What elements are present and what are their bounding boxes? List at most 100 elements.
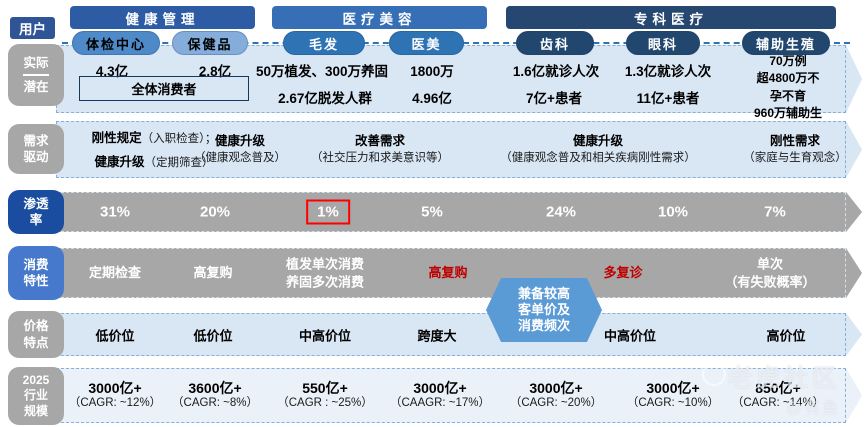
band-penetration-dashed-border (56, 192, 846, 232)
penetration-hair: 1% (306, 199, 350, 225)
potential-medical-beauty: 4.96亿 (412, 91, 452, 106)
demand-d2-normal: （健康观念普及） (194, 152, 286, 165)
demand-reproduction: 刚性需求 （家庭与生育观念） (743, 132, 847, 168)
scale-medical-beauty: 3000亿+ （CAAGR: ~17%） (390, 380, 490, 412)
consumption-health-products: 高复购 (193, 265, 233, 281)
scale-health-products: 3600亿+ （CAGR: ~8%） (172, 380, 258, 412)
demand-d2-bold: 健康升级 (214, 133, 265, 148)
scale-reproduction: 850亿+ （CAGR: ~14%） (732, 380, 824, 412)
band-scale-background (56, 368, 862, 423)
demand-d3-bold: 改善需求 (354, 133, 405, 148)
penetration-reproduction: 7% (764, 203, 786, 221)
penetration-exam-center: 31% (99, 203, 131, 221)
pill-medical-beauty: 医美 (389, 31, 464, 55)
scale-7-value: 850亿+ (755, 379, 801, 396)
price-ophthalmology: 中高价位 (603, 328, 657, 343)
demand-d3-normal: （社交压力和求美意识等） (311, 152, 449, 165)
price-medical-beauty: 跨度大 (417, 328, 457, 343)
header-health-management: 健康管理 (70, 6, 255, 29)
label-actual: 实际 (23, 55, 49, 70)
row-label-demand-drivers: 需求 驱动 (8, 124, 64, 174)
scale-3-value: 550亿+ (302, 379, 348, 396)
scale-6-value: 3000亿+ (646, 379, 700, 396)
actual-exam-center: 4.3亿 (95, 64, 129, 79)
band-demand-drivers: 刚性规定（入职检查）； 健康升级（定期筛查） 健康升级 （健康观念普及） 改善需… (56, 121, 862, 178)
scale-exam-center: 3000亿+ （CAGR: ~12%） (69, 380, 161, 412)
band-demand-background (56, 121, 862, 178)
potential-hair: 2.67亿脱发人群 (278, 91, 372, 106)
actual-health-products: 2.8亿 (198, 64, 232, 79)
scale-ophthalmology: 3000亿+ （CAGR: ~10%） (627, 380, 719, 412)
header-medical-aesthetics: 医疗美容 (272, 6, 487, 29)
demand-d1-normal1: （入职检查）； (141, 132, 217, 145)
consumption-hair: 植发单次消费 养固多次消费 (285, 256, 365, 289)
pill-hair: 毛发 (283, 31, 365, 55)
scale-7-cagr: （CAGR: ~14%） (731, 397, 825, 410)
price-reproduction: 高价位 (766, 328, 806, 343)
row-label-consumption-traits: 消费 特性 (8, 246, 64, 300)
demand-exam-center: 刚性规定（入职检查）； 健康升级（定期筛查） (64, 126, 244, 174)
label-potential: 潜在 (23, 80, 49, 94)
penetration-highlight-box: 1% (306, 199, 350, 225)
scale-4-value: 3000亿+ (413, 379, 467, 396)
pill-assisted-reproduction: 辅助生殖 (742, 31, 830, 55)
price-exam-center: 低价位 (95, 328, 135, 343)
actual-hair: 50万植发、300万养固 (255, 64, 389, 79)
scale-dental: 3000亿+ （CAGR: ~20%） (510, 380, 602, 412)
pill-ophthalmology: 眼科 (626, 31, 700, 55)
pill-exam-center: 体检中心 (72, 31, 160, 55)
actual-medical-beauty: 1800万 (410, 64, 454, 79)
row-label-actual-potential: 实际 潜在 (8, 44, 64, 106)
demand-d1-normal2: （定期筛查） (144, 156, 214, 169)
consumption-reproduction: 单次 （有失败概率） (724, 256, 816, 289)
all-consumers-box: 全体消费者 (79, 76, 249, 101)
pill-health-products: 保健品 (172, 31, 248, 55)
scale-5-value: 3000亿+ (529, 379, 583, 396)
row-label-penetration-rate: 渗透 率 (8, 190, 64, 234)
actual-dental: 1.6亿就诊人次 (512, 64, 600, 79)
pill-dental: 齿科 (516, 31, 594, 55)
consumption-medical-beauty: 高复购 (428, 265, 468, 281)
scale-2-value: 3600亿+ (188, 379, 242, 396)
demand-aesthetics: 改善需求 （社交压力和求美意识等） (311, 132, 449, 168)
band-industry-scale: 3000亿+ （CAGR: ~12%） 3600亿+ （CAGR: ~8%） 5… (56, 368, 862, 423)
band-consumption: 定期检查 高复购 植发单次消费 养固多次消费 高复购 多复诊 单次 （有失败概率… (56, 248, 862, 298)
demand-d4-bold: 健康升级 (572, 133, 623, 148)
band-users-background (56, 45, 862, 113)
price-hair: 中高价位 (298, 328, 352, 343)
actual-ophthalmology: 1.3亿就诊人次 (624, 64, 712, 79)
potential-dental: 7亿+患者 (526, 91, 582, 106)
header-specialty-medical: 专科医疗 (506, 6, 836, 29)
row-label-price-traits: 价格 特点 (8, 311, 64, 358)
scale-hair: 550亿+ （CAGR : ~25%） (277, 380, 373, 412)
scale-1-value: 3000亿+ (88, 379, 142, 396)
penetration-health-products: 20% (199, 203, 231, 221)
band-price: 低价位 低价位 中高价位 跨度大 中高价位 高价位 (56, 313, 862, 356)
demand-d1-bold2: 健康升级 (94, 154, 145, 169)
penetration-dental: 24% (545, 203, 577, 221)
band-penetration: 31% 20% 1% 5% 24% 10% 7% (56, 192, 862, 232)
consumption-exam-center: 定期检查 (88, 265, 142, 281)
band-consumption-background (56, 248, 862, 298)
scale-4-cagr: （CAAGR: ~17%） (389, 397, 491, 410)
consumption-ophthalmology: 多复诊 (603, 265, 643, 281)
label-divider-line (23, 74, 49, 76)
demand-health-products: 健康升级 （健康观念普及） (194, 132, 286, 168)
scale-5-cagr: （CAGR: ~20%） (509, 397, 603, 410)
demand-dental-eye: 健康升级 （健康观念普及和相关疾病刚性需求） (500, 132, 696, 168)
demand-d5-bold: 刚性需求 (769, 133, 820, 148)
scale-1-cagr: （CAGR: ~12%） (68, 397, 162, 410)
scale-6-cagr: （CAGR: ~10%） (626, 397, 720, 410)
row-label-2025-industry-scale: 2025 行业 规模 (8, 367, 64, 425)
band-penetration-background (56, 192, 862, 232)
scale-2-cagr: （CAGR: ~8%） (172, 397, 258, 410)
band-users: 4.3亿 2.8亿 50万植发、300万养固 1800万 1.6亿就诊人次 1.… (56, 45, 862, 138)
band-price-background (56, 313, 862, 356)
demand-d1-bold1: 刚性规定 (91, 130, 142, 145)
price-health-products: 低价位 (193, 328, 233, 343)
scale-3-cagr: （CAGR : ~25%） (277, 397, 373, 410)
row-label-user: 用户 (10, 17, 55, 39)
demand-d5-normal: （家庭与生育观念） (743, 152, 847, 165)
penetration-ophthalmology: 10% (657, 203, 689, 221)
